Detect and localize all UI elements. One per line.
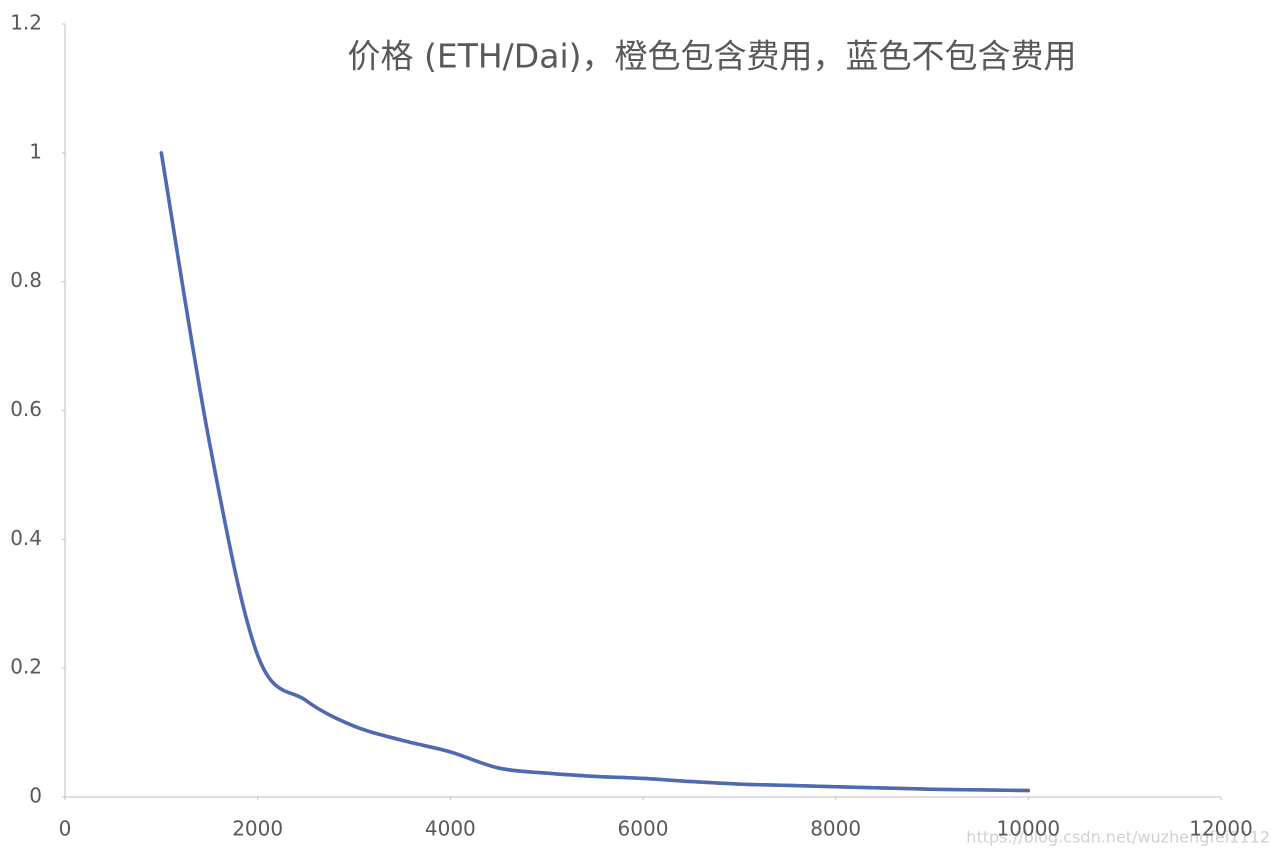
x-tick-label: 12000: [1189, 817, 1253, 841]
y-tick-label: 1.2: [10, 11, 42, 35]
x-tick-label: 10000: [997, 817, 1061, 841]
watermark: https://blog.csdn.net/wuzhengfei1112: [966, 828, 1270, 847]
y-tick-label: 1: [29, 139, 42, 163]
x-tick-label: 6000: [618, 817, 669, 841]
y-tick-label: 0.4: [10, 526, 42, 550]
y-tick-label: 0: [29, 784, 42, 808]
line-series: [159, 151, 1031, 793]
x-tick-label: 8000: [810, 817, 861, 841]
x-tick-label: 0: [59, 817, 72, 841]
x-tick-label: 2000: [232, 817, 283, 841]
y-tick-label: 0.6: [10, 397, 42, 421]
chart-title: 价格 (ETH/Dai)，橙色包含费用，蓝色不包含费用: [348, 37, 1077, 76]
y-tick-label: 0.2: [10, 655, 42, 679]
x-tick-label: 4000: [425, 817, 476, 841]
y-tick-label: 0.8: [10, 268, 42, 292]
